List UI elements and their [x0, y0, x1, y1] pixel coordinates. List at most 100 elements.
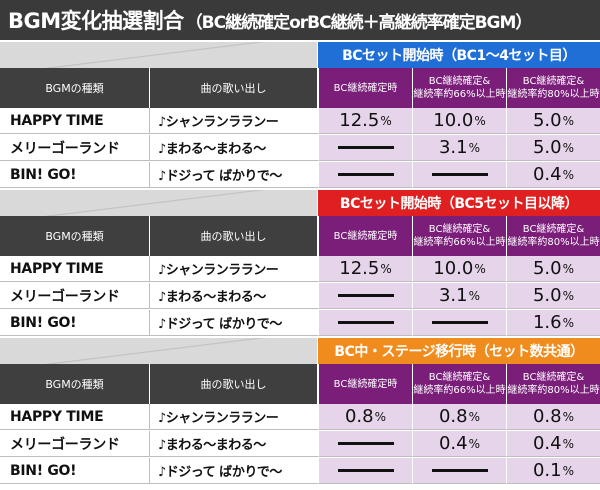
rate-value: 0.4	[438, 433, 468, 454]
percent-sign: %	[562, 409, 575, 424]
table-row: BIN! GO! ♪ドジって ばかりで～ 0.4%	[0, 162, 600, 188]
song-opening: ♪シャンランラランー	[150, 256, 318, 282]
page-title: BGM変化抽選割合 （BC継続確定orBC継続＋高継続率確定BGM）	[0, 0, 600, 40]
song-opening: ♪ドジって ばかりで～	[150, 162, 318, 188]
rate-cell-2	[412, 310, 506, 336]
percent-sign: %	[468, 288, 481, 303]
rate-cell-3: 0.1%	[506, 458, 600, 484]
table-row: BIN! GO! ♪ドジって ばかりで～ 1.6%	[0, 310, 600, 336]
bgm-name: HAPPY TIME	[0, 256, 150, 282]
column-header-bgm-type: BGMの種類	[0, 68, 150, 108]
rate-cell-3: 1.6%	[506, 310, 600, 336]
rate-value: 10.0	[433, 258, 474, 279]
none-dash	[431, 321, 488, 324]
rate-section-1: BCセット開始時（BC1～4セット目） BGMの種類 曲の歌い出し BC継続確定時 BC…	[0, 42, 600, 188]
percent-sign: %	[468, 140, 481, 155]
header-line-1: BC継続確定&	[522, 372, 585, 383]
title-main: BGM変化抽選割合	[8, 9, 184, 33]
rate-cell-2: 0.8%	[412, 404, 506, 430]
song-opening: ♪ドジって ばかりで～	[150, 310, 318, 336]
band-divider	[0, 190, 318, 216]
band-divider	[0, 338, 318, 364]
rate-value: 3.1	[438, 137, 468, 158]
rate-cell-2: 0.4%	[412, 431, 506, 457]
rate-cell-3: 5.0%	[506, 135, 600, 161]
percent-sign: %	[474, 261, 486, 276]
percent-sign: %	[562, 140, 575, 155]
rate-cell-3: 5.0%	[506, 256, 600, 282]
header-line-1: BC継続確定時	[333, 230, 398, 242]
header-line-1: BC継続確定時	[333, 82, 398, 94]
none-dash	[337, 442, 394, 445]
rate-value: 12.5	[339, 110, 380, 131]
header-line-2: 継続率約80%以上時	[507, 89, 600, 100]
rate-value: 5.0	[532, 137, 562, 158]
song-opening: ♪ドジって ばかりで～	[150, 458, 318, 484]
percent-sign: %	[468, 436, 481, 451]
column-header-bgm-type: BGMの種類	[0, 364, 150, 404]
percent-sign: %	[562, 113, 575, 128]
rate-section-2: BCセット開始時（BC5セット目以降） BGMの種類 曲の歌い出し BC継続確定時 BC…	[0, 190, 600, 336]
rate-section-3: BC中・ステージ移行時（セット数共通） BGMの種類 曲の歌い出し BC継続確定時 BC…	[0, 338, 600, 484]
table-row: HAPPY TIME ♪シャンランラランー 0.8% 0.8% 0.8%	[0, 404, 600, 430]
rate-value: 0.4	[532, 433, 562, 454]
table-row: BIN! GO! ♪ドジって ばかりで～ 0.1%	[0, 458, 600, 484]
rate-value: 0.4	[532, 164, 562, 185]
table-row: メリーゴーランド ♪まわる～まわる～ 3.1% 5.0%	[0, 135, 600, 161]
song-opening: ♪まわる～まわる～	[150, 283, 318, 309]
rate-value: 0.8	[344, 406, 374, 427]
rate-value: 3.1	[438, 285, 468, 306]
bgm-name: メリーゴーランド	[0, 431, 150, 457]
none-dash	[337, 294, 394, 297]
rate-value: 12.5	[339, 258, 380, 279]
rate-value: 0.8	[532, 406, 562, 427]
rate-value: 0.8	[438, 406, 468, 427]
title-subtitle: （BC継続確定orBC継続＋高継続率確定BGM）	[185, 12, 533, 33]
percent-sign: %	[468, 409, 481, 424]
header-line-2: 継続率約66%以上時	[413, 89, 506, 100]
rate-cell-3: 5.0%	[506, 283, 600, 309]
rate-cell-3: 0.4%	[506, 162, 600, 188]
rate-cell-3: 0.8%	[506, 404, 600, 430]
song-opening: ♪まわる～まわる～	[150, 135, 318, 161]
percent-sign: %	[562, 167, 575, 182]
bgm-name: HAPPY TIME	[0, 404, 150, 430]
bgm-name: BIN! GO!	[0, 310, 150, 336]
section-band-label: BCセット開始時（BC5セット目以降）	[318, 190, 600, 216]
table-row: HAPPY TIME ♪シャンランラランー 12.5% 10.0% 5.0%	[0, 256, 600, 282]
rate-value: 5.0	[532, 285, 562, 306]
column-header-rate66: BC継続確定& 継続率約66%以上時	[412, 216, 506, 256]
column-header-song-opening: 曲の歌い出し	[150, 68, 318, 108]
bgm-name: HAPPY TIME	[0, 108, 150, 134]
header-line-2: 継続率約66%以上時	[413, 237, 506, 248]
column-header-rate80: BC継続確定& 継続率約80%以上時	[506, 364, 600, 404]
song-opening: ♪まわる～まわる～	[150, 431, 318, 457]
header-line-1: BC継続確定&	[522, 224, 585, 235]
section-band: BC中・ステージ移行時（セット数共通）	[0, 338, 600, 364]
rate-cell-2	[412, 162, 506, 188]
rate-cell-1	[318, 458, 412, 484]
bgm-name: BIN! GO!	[0, 162, 150, 188]
rate-cell-3: 5.0%	[506, 108, 600, 134]
rate-cell-2: 10.0%	[412, 108, 506, 134]
bgm-name: メリーゴーランド	[0, 135, 150, 161]
rate-cell-3: 0.4%	[506, 431, 600, 457]
section-band: BCセット開始時（BC1～4セット目）	[0, 42, 600, 68]
column-header-confirmed: BC継続確定時	[318, 364, 412, 404]
column-header-bgm-type: BGMの種類	[0, 216, 150, 256]
rate-cell-2	[412, 458, 506, 484]
section-band-label: BC中・ステージ移行時（セット数共通）	[318, 338, 600, 364]
rate-cell-1	[318, 135, 412, 161]
header-line-2: 継続率約80%以上時	[507, 385, 600, 396]
rate-cell-1: 0.8%	[318, 404, 412, 430]
none-dash	[337, 146, 394, 149]
rate-value: 1.6	[532, 312, 562, 333]
rate-cell-2: 10.0%	[412, 256, 506, 282]
table-row: HAPPY TIME ♪シャンランラランー 12.5% 10.0% 5.0%	[0, 108, 600, 134]
none-dash	[431, 173, 488, 176]
table-row: メリーゴーランド ♪まわる～まわる～ 0.4% 0.4%	[0, 431, 600, 457]
none-dash	[431, 469, 488, 472]
column-header-rate66: BC継続確定& 継続率約66%以上時	[412, 364, 506, 404]
rate-cell-1: 12.5%	[318, 256, 412, 282]
header-line-1: BC継続確定&	[428, 224, 491, 235]
